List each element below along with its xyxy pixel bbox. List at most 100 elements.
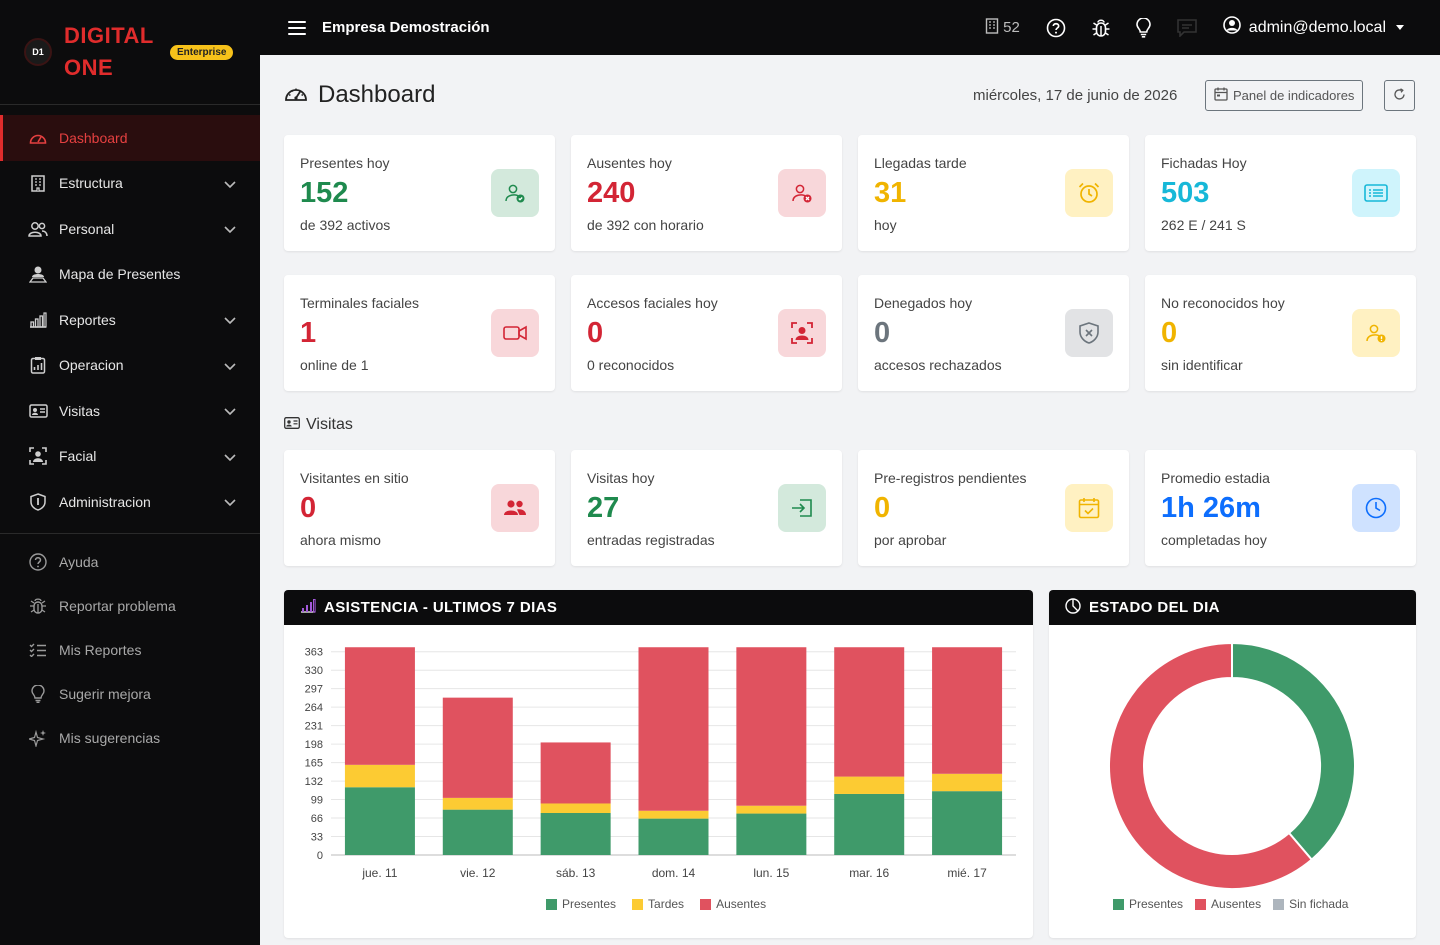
y-tick-label: 198: [305, 739, 323, 751]
sidebar-item-administracion[interactable]: Administracion: [0, 479, 260, 525]
bar-presentes[interactable]: [638, 818, 709, 855]
people-fill-icon: [491, 484, 539, 532]
chevron-down-icon: [224, 221, 236, 237]
legend-item-sin-fichada[interactable]: Sin fichada: [1273, 897, 1348, 911]
panel-indicadores-label: Panel de indicadores: [1233, 88, 1355, 103]
card-visitantes-en-sitio[interactable]: Visitantes en sitio 0 ahora mismo: [284, 450, 555, 566]
bug-icon[interactable]: [1092, 18, 1110, 38]
card-terminales-faciales[interactable]: Terminales faciales 1 online de 1: [284, 275, 555, 391]
card-label: Accesos faciales hoy: [587, 295, 718, 311]
sidebar: D1 DIGITAL ONE Enterprise Dashboard Estr…: [0, 0, 260, 945]
lightbulb-icon[interactable]: [1135, 17, 1151, 38]
legend-item-presentes[interactable]: Presentes: [1113, 897, 1183, 911]
donut-slice-ausentes[interactable]: [1108, 641, 1314, 890]
sidebar-item-reportar-problema[interactable]: Reportar problema: [0, 584, 260, 628]
card-label: Visitas hoy: [587, 470, 655, 486]
legend-item-ausentes[interactable]: Ausentes: [1195, 897, 1261, 911]
page-title: Dashboard: [318, 81, 436, 108]
sidebar-item-sugerir-mejora[interactable]: Sugerir mejora: [0, 672, 260, 716]
bar-presentes[interactable]: [442, 809, 513, 855]
card-no-reconocidos[interactable]: No reconocidos hoy 0 sin identificar: [1145, 275, 1416, 391]
bar-tardes[interactable]: [344, 764, 415, 788]
card-ausentes-hoy[interactable]: Ausentes hoy 240 de 392 con horario: [571, 135, 842, 251]
brand-name: DIGITAL ONE: [64, 23, 154, 80]
card-subtext: completadas hoy: [1161, 532, 1267, 548]
sidebar-item-label: Mapa de Presentes: [59, 266, 181, 283]
bar-tardes[interactable]: [834, 776, 905, 794]
bar-presentes[interactable]: [834, 793, 905, 855]
status-donut-chart: [1108, 641, 1356, 890]
legend-item-tardes[interactable]: Tardes: [632, 897, 684, 911]
card-denegados-hoy[interactable]: Denegados hoy 0 accesos rechazados: [858, 275, 1129, 391]
bar-chart-icon: [300, 598, 316, 617]
sidebar-divider: [0, 532, 260, 534]
card-fichadas-hoy[interactable]: Fichadas Hoy 503 262 E / 241 S: [1145, 135, 1416, 251]
legend-label: Presentes: [562, 897, 617, 911]
sidebar-item-label: Facial: [59, 448, 97, 465]
sparkles-icon: [28, 729, 48, 747]
bar-ausentes[interactable]: [540, 742, 611, 804]
sidebar-item-visitas[interactable]: Visitas: [0, 388, 260, 434]
card-pre-registros[interactable]: Pre-registros pendientes 0 por aprobar: [858, 450, 1129, 566]
refresh-button[interactable]: [1384, 80, 1415, 111]
x-tick-label: dom. 14: [652, 866, 696, 880]
bug-icon: [28, 597, 48, 615]
card-promedio-estadia[interactable]: Promedio estadia 1h 26m completadas hoy: [1145, 450, 1416, 566]
bar-presentes[interactable]: [736, 813, 807, 855]
shield-icon: [28, 492, 48, 511]
sidebar-item-reportes[interactable]: Reportes: [0, 297, 260, 343]
chat-icon[interactable]: [1176, 18, 1197, 37]
bar-ausentes[interactable]: [442, 697, 513, 798]
card-llegadas-tarde[interactable]: Llegadas tarde 31 hoy: [858, 135, 1129, 251]
user-x-icon: [778, 169, 826, 217]
card-subtext: de 392 con horario: [587, 217, 704, 233]
user-menu[interactable]: admin@demo.local: [1222, 16, 1404, 39]
bar-presentes[interactable]: [540, 813, 611, 855]
bar-presentes[interactable]: [932, 791, 1003, 855]
card-visitas-hoy[interactable]: Visitas hoy 27 entradas registradas: [571, 450, 842, 566]
card-accesos-faciales[interactable]: Accesos faciales hoy 0 0 reconocidos: [571, 275, 842, 391]
x-tick-label: vie. 12: [460, 866, 496, 880]
x-tick-label: mar. 16: [849, 866, 889, 880]
sidebar-item-facial[interactable]: Facial: [0, 434, 260, 480]
sidebar-item-mapa-presentes[interactable]: Mapa de Presentes: [0, 252, 260, 298]
x-tick-label: jue. 11: [361, 866, 397, 880]
help-circle-icon[interactable]: [1046, 18, 1066, 38]
y-tick-label: 0: [317, 850, 323, 862]
bar-ausentes[interactable]: [932, 647, 1003, 774]
card-value: 0: [874, 492, 891, 524]
bar-ausentes[interactable]: [638, 647, 709, 811]
bar-presentes[interactable]: [344, 787, 415, 855]
bar-ausentes[interactable]: [344, 647, 415, 765]
sidebar-item-ayuda[interactable]: Ayuda: [0, 540, 260, 584]
company-count[interactable]: 52: [985, 17, 1020, 38]
sidebar-item-operacion[interactable]: Operacion: [0, 343, 260, 389]
card-label: Fichadas Hoy: [1161, 155, 1247, 171]
sidebar-item-mis-sugerencias[interactable]: Mis sugerencias: [0, 716, 260, 760]
bar-ausentes[interactable]: [834, 647, 905, 777]
gauge-icon: [284, 83, 308, 108]
panel-indicadores-button[interactable]: Panel de indicadores: [1205, 80, 1364, 111]
legend-item-ausentes[interactable]: Ausentes: [700, 897, 766, 911]
card-presentes-hoy[interactable]: Presentes hoy 152 de 392 activos: [284, 135, 555, 251]
legend-label: Presentes: [1129, 897, 1184, 911]
card-label: Pre-registros pendientes: [874, 470, 1027, 486]
bar-tardes[interactable]: [540, 803, 611, 813]
bar-ausentes[interactable]: [736, 647, 807, 806]
bar-tardes[interactable]: [442, 797, 513, 810]
brand[interactable]: D1 DIGITAL ONE Enterprise: [0, 0, 260, 105]
sidebar-item-estructura[interactable]: Estructura: [0, 161, 260, 207]
sidebar-item-mis-reportes[interactable]: Mis Reportes: [0, 628, 260, 672]
legend-item-presentes[interactable]: Presentes: [546, 897, 616, 911]
bar-tardes[interactable]: [932, 773, 1003, 792]
bar-tardes[interactable]: [736, 805, 807, 814]
status-legend: Presentes Ausentes Sin fichada: [1113, 897, 1348, 911]
bar-tardes[interactable]: [638, 810, 709, 819]
sidebar-item-personal[interactable]: Personal: [0, 206, 260, 252]
sidebar-item-dashboard[interactable]: Dashboard: [0, 115, 260, 161]
sidebar-item-label: Mis Reportes: [59, 641, 142, 658]
attendance-legend: Presentes Tardes Ausentes: [546, 897, 766, 911]
donut-slice-presentes[interactable]: [1231, 641, 1356, 862]
company-name[interactable]: Empresa Demostración: [322, 19, 490, 36]
menu-toggle-icon[interactable]: [288, 20, 306, 35]
